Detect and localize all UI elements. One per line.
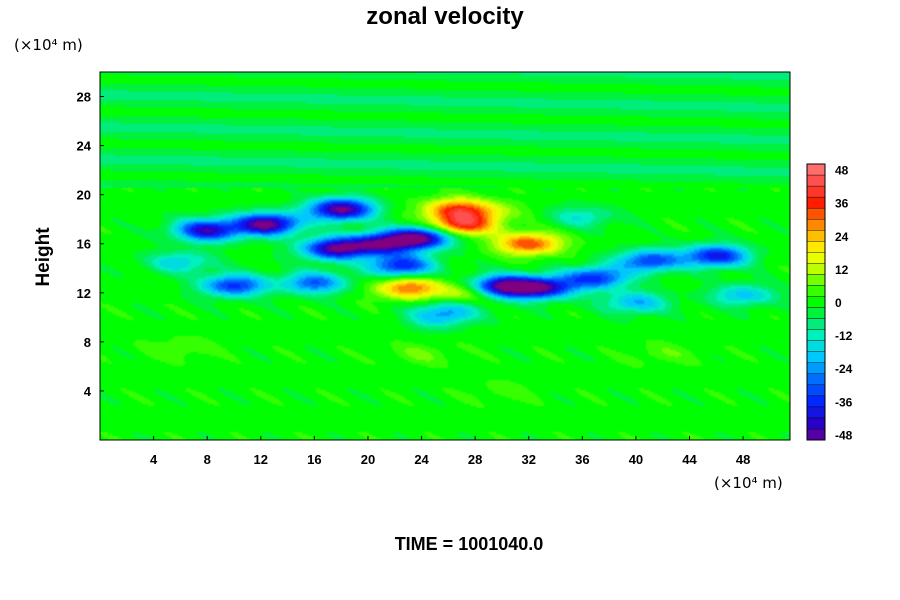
y-tick-label: 8: [84, 335, 91, 350]
velocity-field: [100, 72, 790, 440]
x-unit-label: (×10⁴ m): [714, 474, 783, 492]
x-tick-label: 16: [307, 452, 321, 467]
y-tick-label: 16: [77, 237, 91, 252]
colorbar-tick-label: -24: [835, 362, 853, 376]
y-tick-label: 20: [77, 188, 91, 203]
colorbar-bin: [806, 296, 826, 308]
x-tick-label: 28: [468, 452, 482, 467]
colorbar-bin: [806, 274, 826, 286]
colorbar-bin: [806, 307, 826, 319]
colorbar-bin: [806, 318, 826, 330]
x-tick-label: 36: [575, 452, 589, 467]
colorbar-tick-label: -48: [835, 428, 853, 442]
plot-frame: [99, 71, 791, 441]
colorbar-bin: [806, 230, 826, 242]
colorbar-ticks: -48 -36 -24 -12 0 12 24 36 48: [835, 164, 853, 443]
colorbar-tick-label: 0: [835, 296, 842, 310]
colorbar-bin: [806, 384, 826, 397]
colorbar-bin: [806, 252, 826, 264]
colorbar-bin: [806, 174, 826, 187]
colorbar-bin: [806, 285, 826, 297]
chart-title: zonal velocity: [366, 3, 524, 30]
colorbar-tick-label: 36: [835, 197, 849, 211]
colorbar-bin: [806, 362, 826, 374]
colorbar-bin: [806, 406, 826, 419]
time-label: TIME = 1001040.0: [395, 534, 544, 554]
colorbar-bin: [806, 417, 826, 430]
plot-area: [99, 71, 791, 441]
x-tick-label: 44: [682, 452, 697, 467]
x-tick-label: 32: [522, 452, 536, 467]
colorbar-bin: [806, 351, 826, 363]
y-axis-ticks: 4 8 12 16 20 24 28: [77, 90, 104, 399]
y-tick-label: 4: [84, 384, 92, 399]
x-tick-label: 24: [414, 452, 429, 467]
x-tick-label: 20: [361, 452, 375, 467]
y-tick-label: 28: [77, 90, 91, 105]
colorbar-tick-label: 24: [835, 230, 849, 244]
colorbar-bin: [806, 207, 826, 220]
colorbar-tick-label: 12: [835, 263, 849, 277]
colorbar-bin: [806, 218, 826, 231]
colorbar-bin: [806, 329, 826, 341]
colorbar-bin: [806, 395, 826, 408]
colorbar-tick-label: -12: [835, 329, 853, 343]
colorbar-frame: [806, 163, 826, 441]
y-axis-label: Height: [33, 227, 54, 287]
x-tick-label: 12: [254, 452, 268, 467]
colorbar-bin: [806, 163, 826, 176]
colorbar-bin: [806, 263, 826, 275]
x-tick-label: 40: [629, 452, 643, 467]
x-tick-label: 48: [736, 452, 750, 467]
colorbar-tick-label: 48: [835, 164, 849, 178]
colorbar-bin: [806, 340, 826, 352]
y-unit-label: (×10⁴ m): [14, 36, 83, 54]
colorbar-bin: [806, 185, 826, 198]
colorbar-bin: [806, 428, 826, 441]
y-tick-label: 24: [77, 139, 92, 154]
y-tick-label: 12: [77, 286, 91, 301]
colorbar-tick-label: -36: [835, 395, 853, 409]
x-tick-label: 8: [204, 452, 211, 467]
x-axis-ticks: 4 8 12 16 20 24 28 32 36 40 44 48: [150, 436, 750, 467]
colorbar-bin: [806, 196, 826, 209]
colorbar-bin: [806, 373, 826, 386]
x-tick-label: 4: [150, 452, 158, 467]
colorbar: [806, 163, 826, 441]
colorbar-bin: [806, 241, 826, 253]
